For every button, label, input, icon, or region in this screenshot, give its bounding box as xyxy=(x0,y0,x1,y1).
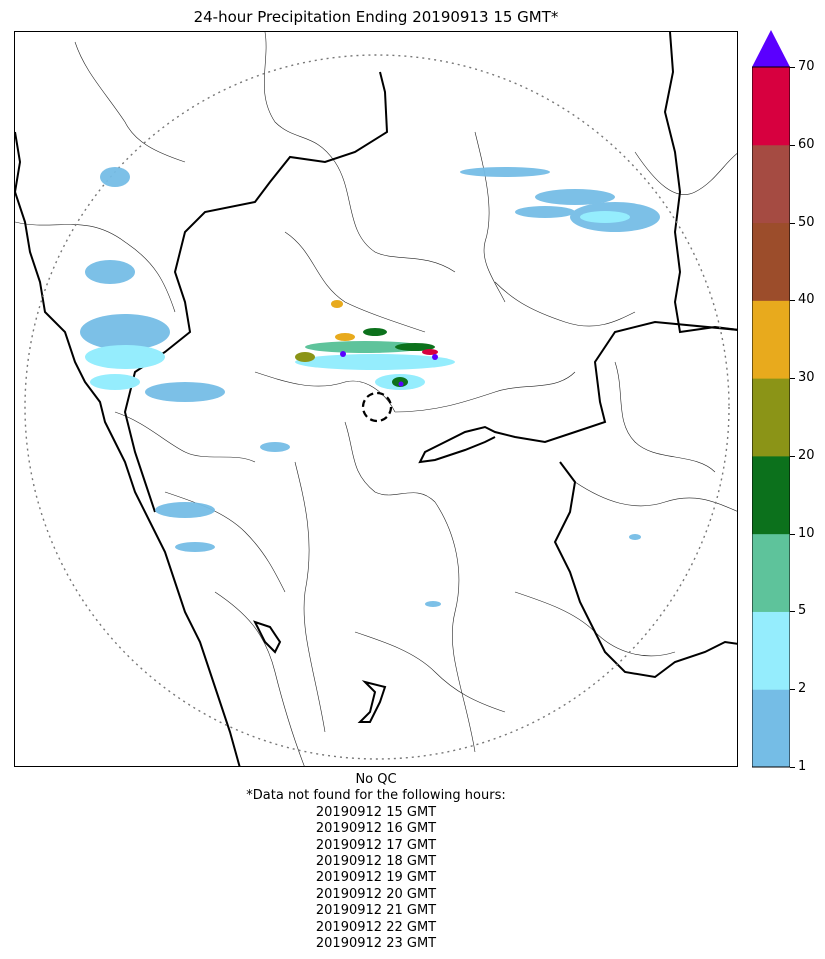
colorbar-segment xyxy=(752,67,790,146)
missing-hour: 20190912 17 GMT xyxy=(315,837,437,853)
missing-hour: 20190912 18 GMT xyxy=(315,854,437,870)
map-canvas xyxy=(15,32,737,766)
district-borders xyxy=(15,32,737,766)
radar-site-marker xyxy=(361,391,393,423)
colorbar-tick xyxy=(790,144,795,146)
colorbar-segment xyxy=(752,222,790,301)
colorbar xyxy=(752,30,790,768)
precipitation-moderate xyxy=(85,211,630,390)
map-title: 24-hour Precipitation Ending 20190913 15… xyxy=(193,8,559,26)
qc-note: No QC xyxy=(355,772,397,787)
missing-data-header: *Data not found for the following hours: xyxy=(246,788,506,804)
colorbar-segment xyxy=(752,144,790,224)
colorbar-label: 2 xyxy=(798,681,807,697)
precipitation-map xyxy=(14,31,738,767)
colorbar-segment xyxy=(752,611,790,690)
precipitation-light xyxy=(80,167,660,607)
missing-hour: 20190912 19 GMT xyxy=(315,870,437,886)
colorbar-over-triangle xyxy=(752,30,790,67)
colorbar-label: 60 xyxy=(798,136,815,152)
colorbar-tick xyxy=(790,300,795,302)
colorbar-label: 50 xyxy=(798,214,815,230)
colorbar-tick xyxy=(790,67,795,68)
colorbar-label: 30 xyxy=(798,370,815,386)
range-ring xyxy=(24,54,730,760)
colorbar-tick xyxy=(790,689,795,691)
notes: No QC *Data not found for the following … xyxy=(14,772,738,952)
precipitation-heavy xyxy=(295,300,438,387)
missing-hour: 20190912 22 GMT xyxy=(315,919,437,935)
missing-hour: 20190912 21 GMT xyxy=(315,903,437,919)
colorbar-segment xyxy=(752,689,790,768)
colorbar-segment xyxy=(752,300,790,379)
colorbar-label: 1 xyxy=(798,759,807,774)
colorbar-tick xyxy=(790,378,795,380)
colorbar-tick xyxy=(790,611,795,613)
colorbar-tick xyxy=(790,222,795,224)
missing-hour: 20190912 15 GMT xyxy=(315,804,437,820)
colorbar-label: 5 xyxy=(798,603,807,619)
colorbar-label: 20 xyxy=(798,447,815,463)
colorbar-label: 70 xyxy=(798,59,815,74)
missing-hour: 20190912 16 GMT xyxy=(315,821,437,837)
colorbar-label: 10 xyxy=(798,525,815,541)
missing-hour: 20190912 23 GMT xyxy=(315,936,437,952)
colorbar-segment xyxy=(752,378,790,457)
missing-hour: 20190912 20 GMT xyxy=(315,886,437,902)
colorbar-segment xyxy=(752,533,790,612)
colorbar-tick xyxy=(790,455,795,457)
colorbar-segment xyxy=(752,455,790,535)
state-borders xyxy=(123,32,737,723)
colorbar-tick xyxy=(790,767,795,768)
coastline xyxy=(15,131,241,766)
colorbar-tick xyxy=(790,533,795,535)
colorbar-label: 40 xyxy=(798,292,815,308)
